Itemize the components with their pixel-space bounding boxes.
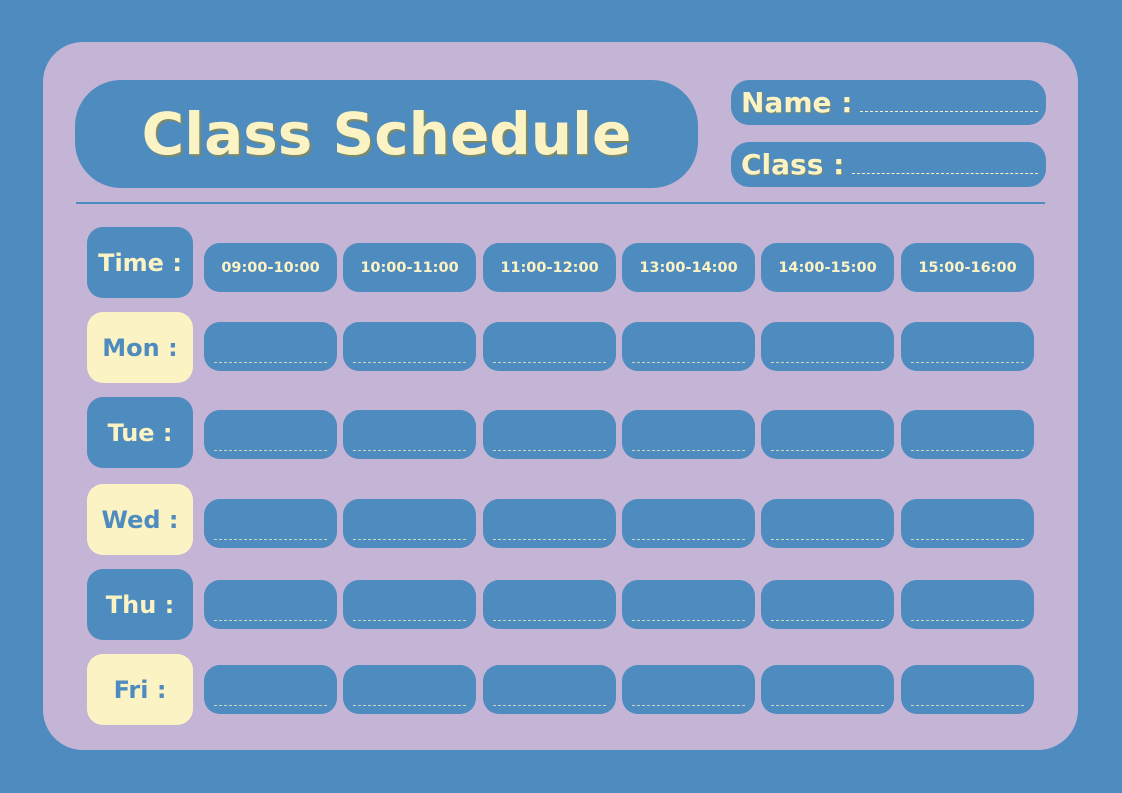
slot-write-line [911, 705, 1024, 706]
time-slot-header: 09:00-10:00 [204, 243, 337, 292]
schedule-slot[interactable] [483, 665, 616, 714]
slot-write-line [911, 450, 1024, 451]
schedule-slot[interactable] [901, 580, 1034, 629]
schedule-slot[interactable] [622, 580, 755, 629]
schedule-slot[interactable] [622, 499, 755, 548]
slot-write-line [353, 539, 466, 540]
slot-write-line [353, 705, 466, 706]
slot-write-line [771, 620, 884, 621]
slot-write-line [632, 705, 745, 706]
day-label: Thu : [87, 569, 193, 640]
slot-write-line [632, 620, 745, 621]
day-label: Mon : [87, 312, 193, 383]
slot-write-line [632, 450, 745, 451]
schedule-slot[interactable] [483, 322, 616, 371]
schedule-slot[interactable] [343, 580, 476, 629]
slot-write-line [214, 450, 327, 451]
slot-write-line [214, 620, 327, 621]
schedule-slot[interactable] [901, 665, 1034, 714]
slot-write-line [353, 450, 466, 451]
slot-write-line [771, 362, 884, 363]
slot-write-line [214, 362, 327, 363]
slot-write-line [353, 362, 466, 363]
schedule-slot[interactable] [204, 410, 337, 459]
slot-write-line [771, 450, 884, 451]
time-label: Time : [87, 227, 193, 298]
schedule-slot[interactable] [343, 499, 476, 548]
schedule-slot[interactable] [761, 322, 894, 371]
schedule-slot[interactable] [343, 322, 476, 371]
day-label: Fri : [87, 654, 193, 725]
schedule-slot[interactable] [343, 665, 476, 714]
schedule-slot[interactable] [761, 580, 894, 629]
schedule-slot[interactable] [901, 322, 1034, 371]
schedule-slot[interactable] [622, 322, 755, 371]
name-field[interactable]: Name : [731, 80, 1046, 125]
name-label: Name : [741, 86, 853, 119]
slot-write-line [214, 705, 327, 706]
day-label: Wed : [87, 484, 193, 555]
schedule-slot[interactable] [761, 499, 894, 548]
schedule-slot[interactable] [204, 580, 337, 629]
time-slot-header: 14:00-15:00 [761, 243, 894, 292]
slot-write-line [771, 539, 884, 540]
class-field[interactable]: Class : [731, 142, 1046, 187]
schedule-slot[interactable] [204, 322, 337, 371]
schedule-slot[interactable] [483, 410, 616, 459]
time-slot-header: 10:00-11:00 [343, 243, 476, 292]
slot-write-line [771, 705, 884, 706]
slot-write-line [214, 539, 327, 540]
slot-write-line [353, 620, 466, 621]
name-input-line[interactable] [860, 111, 1038, 112]
slot-write-line [493, 620, 606, 621]
schedule-slot[interactable] [761, 410, 894, 459]
slot-write-line [493, 539, 606, 540]
class-input-line[interactable] [852, 173, 1038, 174]
day-label: Tue : [87, 397, 193, 468]
divider [76, 202, 1045, 204]
time-slot-header: 11:00-12:00 [483, 243, 616, 292]
schedule-slot[interactable] [204, 499, 337, 548]
schedule-slot[interactable] [343, 410, 476, 459]
schedule-slot[interactable] [483, 499, 616, 548]
slot-write-line [911, 539, 1024, 540]
slot-write-line [493, 450, 606, 451]
page-title: Class Schedule [75, 80, 698, 188]
time-slot-header: 15:00-16:00 [901, 243, 1034, 292]
class-label: Class : [741, 148, 845, 181]
schedule-slot[interactable] [901, 410, 1034, 459]
time-slot-header: 13:00-14:00 [622, 243, 755, 292]
slot-write-line [493, 362, 606, 363]
schedule-slot[interactable] [901, 499, 1034, 548]
slot-write-line [632, 362, 745, 363]
slot-write-line [911, 620, 1024, 621]
schedule-slot[interactable] [622, 410, 755, 459]
slot-write-line [493, 705, 606, 706]
schedule-slot[interactable] [761, 665, 894, 714]
slot-write-line [911, 362, 1024, 363]
slot-write-line [632, 539, 745, 540]
schedule-slot[interactable] [483, 580, 616, 629]
schedule-slot[interactable] [622, 665, 755, 714]
schedule-slot[interactable] [204, 665, 337, 714]
